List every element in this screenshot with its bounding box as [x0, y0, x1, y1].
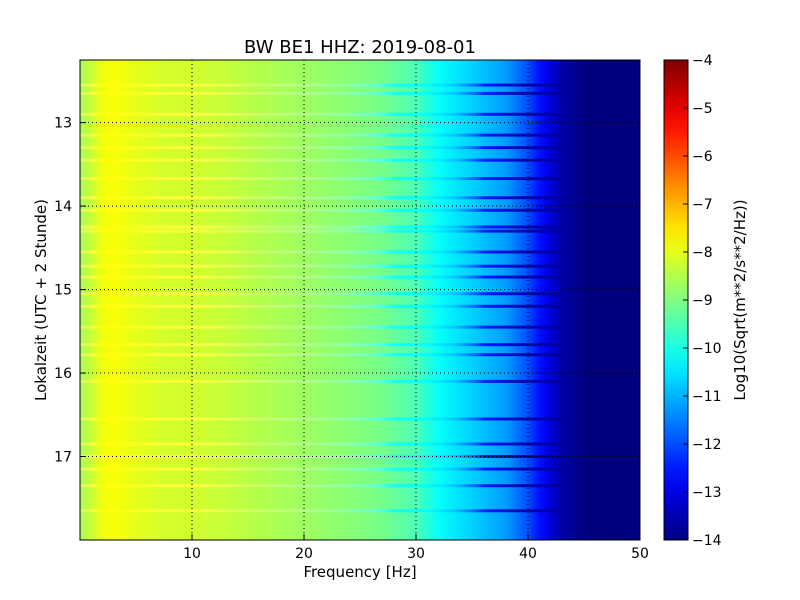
- bright-line: [80, 225, 573, 229]
- colorbar-tick-label: −4: [692, 53, 713, 69]
- x-tick-label: 30: [407, 546, 425, 562]
- colorbar-tick-label: −5: [692, 101, 713, 117]
- y-tick-label: 16: [54, 366, 72, 382]
- bright-line: [80, 83, 573, 87]
- bright-line: [80, 146, 573, 150]
- bright-line: [80, 379, 573, 383]
- spectrogram-background: [80, 60, 640, 540]
- bright-line: [80, 229, 573, 233]
- bright-line: [80, 304, 573, 308]
- bright-line: [80, 264, 573, 268]
- y-tick-label: 17: [54, 450, 72, 466]
- bright-line: [80, 442, 573, 446]
- colorbar-tick-label: −7: [692, 197, 713, 213]
- bright-line: [80, 343, 573, 347]
- bright-line: [80, 325, 573, 329]
- bright-line: [80, 208, 573, 212]
- colorbar-tick-label: −14: [692, 533, 722, 549]
- spectrogram-plot-area: [80, 60, 640, 540]
- bright-line: [80, 250, 573, 254]
- x-tick-label: 20: [295, 546, 313, 562]
- bright-line: [80, 112, 573, 116]
- colorbar-tick-label: −9: [692, 293, 713, 309]
- colorbar-tick-label: −11: [692, 389, 722, 405]
- grid-lines: [80, 60, 640, 540]
- x-tick-label: 50: [631, 546, 649, 562]
- colorbar-tick-label: −6: [692, 149, 713, 165]
- bright-line: [80, 91, 573, 95]
- x-tick-label: 10: [183, 546, 201, 562]
- x-axis-label: Frequency [Hz]: [303, 563, 416, 581]
- y-tick-label: 15: [54, 283, 72, 299]
- colorbar-tick-label: −12: [692, 437, 722, 453]
- bright-line: [80, 133, 573, 137]
- bright-line: [80, 196, 573, 200]
- spectrogram-bright-lines: [80, 83, 573, 513]
- bright-line: [80, 275, 573, 279]
- bright-line: [80, 177, 573, 181]
- x-axis-ticks: 10 20 30 40 50: [183, 534, 649, 562]
- bright-line: [80, 158, 573, 162]
- bright-line: [80, 353, 573, 357]
- y-axis-label: Lokalzeit (UTC + 2 Stunde): [32, 199, 50, 401]
- colorbar-tick-label: −10: [692, 341, 722, 357]
- colorbar-label: Log10(Sqrt(m**2/s**2/Hz)): [731, 199, 749, 400]
- y-axis-ticks: 13 14 15 16 17: [54, 116, 86, 466]
- x-tick-label: 40: [519, 546, 537, 562]
- bright-line: [80, 484, 573, 488]
- y-tick-label: 14: [54, 199, 72, 215]
- plot-frame: [79, 59, 641, 541]
- chart-title: BW BE1 HHZ: 2019-08-01: [244, 37, 476, 58]
- bright-line: [80, 467, 573, 471]
- colorbar-tick-label: −13: [692, 485, 722, 501]
- colorbar-ticks: −4 −5 −6 −7 −8 −9 −10 −11 −12 −13 −14: [683, 53, 722, 549]
- bright-line: [80, 292, 573, 296]
- bright-line: [80, 509, 573, 513]
- y-tick-label: 13: [54, 116, 72, 132]
- bright-line: [80, 417, 573, 421]
- bright-line: [80, 455, 573, 459]
- colorbar-tick-label: −8: [692, 245, 713, 261]
